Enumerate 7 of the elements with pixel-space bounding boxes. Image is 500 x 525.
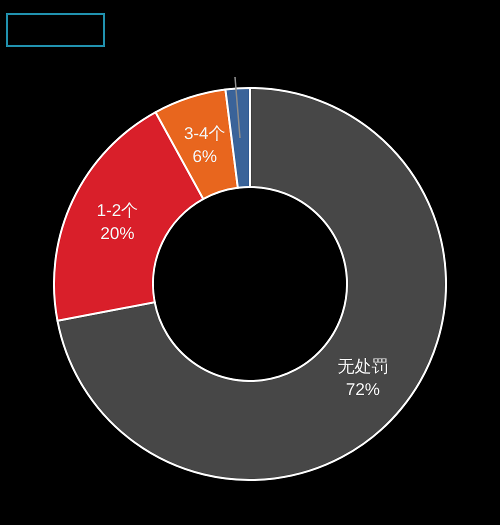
slice-label: 1-2个 [96, 200, 138, 220]
data-label: 6% [192, 146, 218, 166]
donut-slice [56, 87, 447, 481]
data-label: 72% [346, 379, 380, 398]
slice-label: 3-4个 [184, 124, 226, 143]
data-label: 20% [100, 224, 134, 243]
slice-label: 无处罚 [337, 356, 388, 376]
